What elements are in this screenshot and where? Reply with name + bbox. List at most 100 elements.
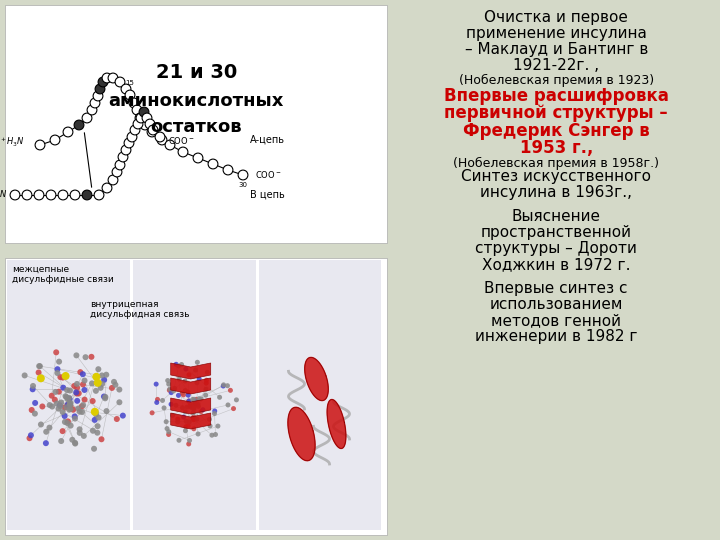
Circle shape bbox=[150, 410, 155, 415]
Circle shape bbox=[191, 417, 196, 422]
Text: методов генной: методов генной bbox=[491, 313, 621, 328]
Circle shape bbox=[49, 393, 55, 399]
Circle shape bbox=[60, 428, 66, 434]
Circle shape bbox=[96, 415, 102, 421]
Circle shape bbox=[67, 401, 73, 407]
Circle shape bbox=[56, 389, 62, 395]
Circle shape bbox=[168, 402, 174, 407]
Circle shape bbox=[53, 349, 59, 355]
Circle shape bbox=[192, 407, 197, 411]
Circle shape bbox=[28, 432, 34, 438]
Circle shape bbox=[212, 411, 217, 416]
Circle shape bbox=[92, 373, 100, 381]
Circle shape bbox=[62, 404, 68, 410]
Circle shape bbox=[175, 416, 180, 422]
Circle shape bbox=[194, 397, 199, 402]
Circle shape bbox=[155, 397, 160, 402]
Text: Впервые синтез с: Впервые синтез с bbox=[485, 281, 628, 296]
Circle shape bbox=[103, 372, 109, 377]
Circle shape bbox=[215, 423, 220, 429]
Circle shape bbox=[184, 404, 189, 409]
Circle shape bbox=[225, 402, 230, 408]
Polygon shape bbox=[171, 413, 211, 429]
Circle shape bbox=[73, 389, 79, 395]
Circle shape bbox=[140, 120, 150, 130]
Circle shape bbox=[204, 370, 210, 375]
Circle shape bbox=[231, 406, 236, 411]
Circle shape bbox=[145, 119, 155, 129]
Circle shape bbox=[197, 396, 202, 401]
Circle shape bbox=[64, 387, 70, 393]
Circle shape bbox=[89, 354, 94, 360]
Polygon shape bbox=[327, 400, 346, 449]
Circle shape bbox=[22, 373, 27, 379]
Text: первичной структуры –: первичной структуры – bbox=[444, 104, 668, 122]
Circle shape bbox=[35, 140, 45, 150]
Circle shape bbox=[175, 420, 180, 424]
Circle shape bbox=[68, 403, 73, 409]
Circle shape bbox=[43, 440, 49, 446]
Circle shape bbox=[36, 363, 42, 369]
Circle shape bbox=[186, 399, 192, 403]
Circle shape bbox=[199, 396, 204, 401]
Polygon shape bbox=[171, 398, 211, 414]
Circle shape bbox=[70, 190, 80, 200]
Circle shape bbox=[81, 377, 88, 383]
Circle shape bbox=[183, 428, 188, 433]
Circle shape bbox=[167, 387, 172, 392]
Circle shape bbox=[172, 386, 177, 391]
Circle shape bbox=[76, 426, 83, 433]
Circle shape bbox=[154, 400, 159, 405]
Circle shape bbox=[63, 404, 70, 410]
Circle shape bbox=[148, 125, 158, 135]
Circle shape bbox=[30, 386, 36, 392]
Circle shape bbox=[93, 411, 99, 417]
Circle shape bbox=[120, 413, 126, 418]
Circle shape bbox=[60, 384, 66, 390]
Circle shape bbox=[55, 406, 61, 411]
Circle shape bbox=[101, 394, 107, 400]
Circle shape bbox=[196, 431, 201, 436]
Circle shape bbox=[66, 407, 72, 413]
Text: Ходжкин в 1972 г.: Ходжкин в 1972 г. bbox=[482, 257, 631, 272]
Circle shape bbox=[58, 400, 64, 406]
Circle shape bbox=[90, 428, 96, 434]
Circle shape bbox=[62, 372, 70, 380]
Circle shape bbox=[136, 113, 146, 123]
Circle shape bbox=[176, 393, 181, 398]
Circle shape bbox=[117, 399, 122, 406]
Circle shape bbox=[190, 416, 195, 421]
Circle shape bbox=[70, 407, 76, 413]
Circle shape bbox=[176, 438, 181, 443]
Text: аминокислотных: аминокислотных bbox=[109, 92, 284, 110]
Circle shape bbox=[77, 430, 83, 436]
Circle shape bbox=[112, 167, 122, 177]
Circle shape bbox=[54, 401, 60, 407]
Text: (Нобелевская премия в 1923): (Нобелевская премия в 1923) bbox=[459, 74, 654, 87]
Circle shape bbox=[165, 378, 170, 383]
Circle shape bbox=[94, 430, 100, 436]
Circle shape bbox=[188, 403, 193, 408]
Text: Очистка и первое: Очистка и первое bbox=[485, 10, 628, 25]
Circle shape bbox=[111, 379, 117, 385]
Text: Фредерик Сэнгер в: Фредерик Сэнгер в bbox=[463, 122, 649, 140]
Circle shape bbox=[135, 113, 145, 123]
FancyBboxPatch shape bbox=[132, 260, 256, 530]
Circle shape bbox=[79, 409, 85, 415]
Circle shape bbox=[191, 410, 196, 415]
Circle shape bbox=[40, 403, 45, 409]
Circle shape bbox=[87, 105, 97, 115]
Text: $^+H_3N$: $^+H_3N$ bbox=[0, 136, 25, 148]
Polygon shape bbox=[171, 363, 211, 379]
Circle shape bbox=[58, 190, 68, 200]
Circle shape bbox=[193, 401, 198, 406]
Circle shape bbox=[176, 363, 181, 368]
Circle shape bbox=[77, 369, 84, 375]
FancyBboxPatch shape bbox=[258, 260, 382, 530]
Circle shape bbox=[184, 367, 189, 372]
Circle shape bbox=[181, 415, 186, 420]
Circle shape bbox=[165, 426, 169, 431]
Circle shape bbox=[10, 190, 20, 200]
Circle shape bbox=[193, 368, 198, 373]
Text: COO$^-$: COO$^-$ bbox=[168, 134, 194, 145]
